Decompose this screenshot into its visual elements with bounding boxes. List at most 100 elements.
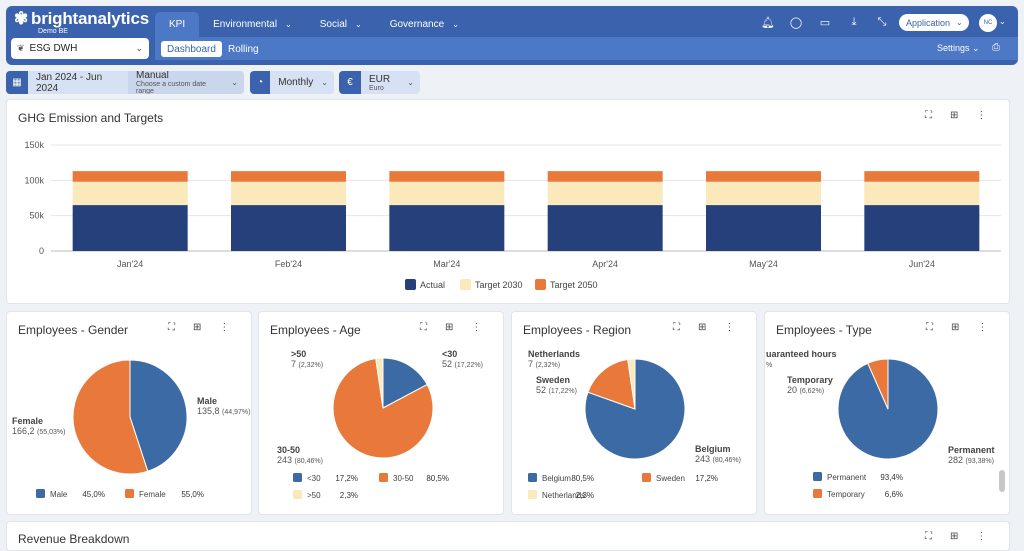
slice-label-value: 7 (2,32%) (291, 359, 323, 369)
more-vertical-icon[interactable]: ⋮ (976, 110, 987, 121)
more-vertical-icon[interactable]: ⋮ (724, 322, 735, 333)
date-mode: Manual Choose a custom date range (128, 71, 232, 94)
slice-label-name: Temporary (787, 375, 833, 385)
bar-segment (72, 205, 188, 251)
application-menu-button[interactable]: Application ⌄ (899, 14, 969, 31)
frequency-filter[interactable]: ◔ Monthly ⌄ (250, 71, 334, 94)
legend-label: <30 (307, 474, 321, 483)
chevron-down-icon: ⌄ (452, 20, 459, 29)
legend-label: Target 2050 (550, 280, 598, 290)
slice-label-name: 30-50 (277, 445, 300, 455)
x-tick-label: Feb'24 (275, 259, 302, 269)
print-icon[interactable]: ⎙ (992, 42, 1000, 53)
table-icon[interactable]: ⊞ (193, 322, 202, 333)
legend-percent: 80,5% (571, 474, 594, 483)
settings-menu[interactable]: Settings ⌄ (937, 43, 980, 53)
fullscreen-icon[interactable]: ⛶ (925, 531, 932, 542)
calendar-icon: ▦ (6, 71, 28, 94)
tab-kpi[interactable]: KPI (155, 12, 200, 37)
bar-segment (389, 171, 505, 182)
legend-label: Target 2030 (475, 280, 523, 290)
more-vertical-icon[interactable]: ⋮ (977, 322, 988, 333)
bar-segment (389, 181, 505, 206)
slice-label-value: 52 (17,22%) (536, 385, 577, 395)
table-icon[interactable]: ⊞ (950, 531, 959, 542)
collapse-icon[interactable]: ⤡ (877, 16, 887, 28)
bar-segment (547, 205, 663, 251)
x-tick-label: Jan'24 (117, 259, 143, 269)
bar-segment (72, 171, 188, 182)
slice-label-value: 7 (2,32%) (528, 359, 560, 369)
bar-segment (864, 181, 980, 206)
scrollbar[interactable] (999, 470, 1005, 492)
slice-label-pct: (2,32%) (536, 362, 561, 369)
slice-label-pct: (55,03%) (37, 429, 65, 436)
more-vertical-icon[interactable]: ⋮ (976, 531, 987, 542)
subtab-rolling[interactable]: Rolling (228, 43, 259, 55)
table-icon[interactable]: ⊞ (698, 322, 707, 333)
legend-swatch (125, 489, 134, 498)
chevron-down-icon: ⌄ (321, 78, 328, 87)
pie-slice (627, 358, 636, 410)
tab-label: KPI (169, 19, 186, 30)
slice-label-pct: (2,32%) (299, 362, 324, 369)
download-icon[interactable]: ⤓ (851, 16, 857, 28)
fullscreen-icon[interactable]: ⛶ (673, 322, 680, 333)
chat-icon[interactable]: ◯ (789, 17, 803, 29)
tab-environmental[interactable]: Environmental ⌄ (199, 12, 306, 37)
card-toolbar: ⛶ ⊞ ⋮ (925, 110, 986, 121)
avatar[interactable]: NC (979, 14, 997, 32)
slice-label-pct: (80,46%) (713, 457, 741, 464)
table-icon[interactable]: ⊞ (951, 322, 960, 333)
chevron-down-icon: ⌄ (956, 18, 963, 27)
slice-label-name: >50 (291, 349, 306, 359)
currency-filter[interactable]: € EUR Euro ⌄ (339, 71, 420, 94)
currency-name: Euro (369, 84, 384, 92)
legend-label: Belgium (542, 474, 571, 483)
table-icon[interactable]: ⊞ (445, 322, 454, 333)
logo-icon: ✾ (14, 9, 29, 28)
sub-navigation (155, 37, 1018, 60)
legend-label: Permanent (827, 473, 867, 482)
chevron-down-icon[interactable]: ⌄ (999, 17, 1006, 26)
x-tick-label: Apr'24 (592, 259, 618, 269)
employees-region-card: Employees - Region ⛶ ⊞ ⋮ Belgium 243 (80,46… (511, 311, 757, 515)
date-range-filter[interactable]: ▦ Jan 2024 - Jun 2024 Manual Choose a cu… (6, 71, 244, 94)
fullscreen-icon[interactable]: ⛶ (925, 110, 932, 121)
notification-bell-icon[interactable]: 🔔︎ (761, 17, 775, 29)
slice-label-value: 243 (80,46%) (277, 455, 323, 465)
legend-swatch (528, 490, 537, 499)
date-mode-label: Manual (136, 71, 169, 81)
slice-label-pct: (17,22%) (455, 362, 483, 369)
legend-label: >50 (307, 491, 321, 500)
workspace-select[interactable]: ❦ ESG DWH ⌄ (11, 38, 149, 59)
tab-social[interactable]: Social ⌄ (306, 12, 376, 37)
slice-label-pct: % (766, 362, 772, 369)
pie-slice (382, 357, 428, 409)
legend-label: 30-50 (393, 474, 414, 483)
subtab-dashboard[interactable]: Dashboard (161, 41, 222, 57)
slice-label-name: Female (12, 416, 43, 426)
fullscreen-icon[interactable]: ⛶ (420, 322, 427, 333)
chevron-down-icon: ⌄ (355, 20, 362, 29)
pie-slice (584, 358, 686, 460)
currency: EUR Euro (361, 71, 407, 94)
legend-swatch (642, 473, 651, 482)
fullscreen-icon[interactable]: ⛶ (168, 322, 175, 333)
fullscreen-icon[interactable]: ⛶ (926, 322, 933, 333)
more-vertical-icon[interactable]: ⋮ (219, 322, 230, 333)
keyboard-icon[interactable]: ▭ (819, 17, 831, 29)
more-vertical-icon[interactable]: ⋮ (471, 322, 482, 333)
brand-sub: Demo BE (38, 28, 68, 35)
brand-logo[interactable]: ✾ brightanalytics Demo BE (14, 9, 149, 35)
legend-percent: 45,0% (82, 490, 105, 499)
slice-label-value: 52 (17,22%) (442, 359, 483, 369)
legend-label: Temporary (827, 490, 865, 499)
table-icon[interactable]: ⊞ (950, 110, 959, 121)
pie-slice (867, 358, 889, 410)
legend-swatch (293, 490, 302, 499)
pie-slice (375, 357, 384, 409)
tab-governance[interactable]: Governance ⌄ (376, 12, 473, 37)
bar-segment (547, 171, 663, 182)
